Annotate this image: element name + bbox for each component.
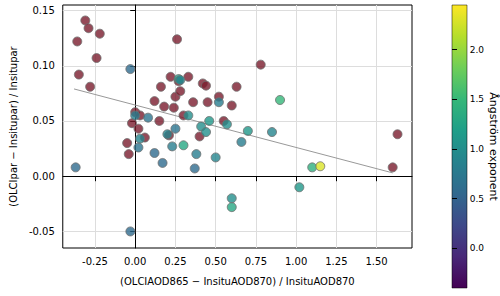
svg-text:-0.25: -0.25 [82, 256, 108, 267]
svg-text:0.50: 0.50 [205, 256, 227, 267]
svg-text:1.50: 1.50 [365, 256, 387, 267]
svg-text:(OLCIAOD865 − InsituAOD870) /: (OLCIAOD865 − InsituAOD870) / InsituAOD8… [120, 276, 355, 287]
svg-text:0.25: 0.25 [164, 256, 186, 267]
svg-text:2.0: 2.0 [470, 45, 485, 55]
svg-text:0.75: 0.75 [245, 256, 267, 267]
svg-text:0.0: 0.0 [470, 243, 485, 253]
svg-text:0.00: 0.00 [124, 256, 146, 267]
svg-text:1.5: 1.5 [470, 94, 484, 104]
svg-text:0.05: 0.05 [33, 115, 55, 126]
svg-text:Ångström exponent: Ångström exponent [487, 92, 500, 201]
svg-text:0.00: 0.00 [33, 171, 55, 182]
svg-text:1.0: 1.0 [470, 144, 485, 154]
svg-text:0.5: 0.5 [470, 194, 484, 204]
svg-text:-0.05: -0.05 [29, 226, 55, 237]
svg-text:(OLCIpar − Insitupar) / Insitu: (OLCIpar − Insitupar) / Insitupar [8, 45, 19, 206]
svg-text:1.25: 1.25 [325, 256, 347, 267]
svg-text:0.10: 0.10 [33, 60, 55, 71]
svg-text:0.15: 0.15 [33, 5, 55, 16]
svg-text:1.00: 1.00 [285, 256, 307, 267]
